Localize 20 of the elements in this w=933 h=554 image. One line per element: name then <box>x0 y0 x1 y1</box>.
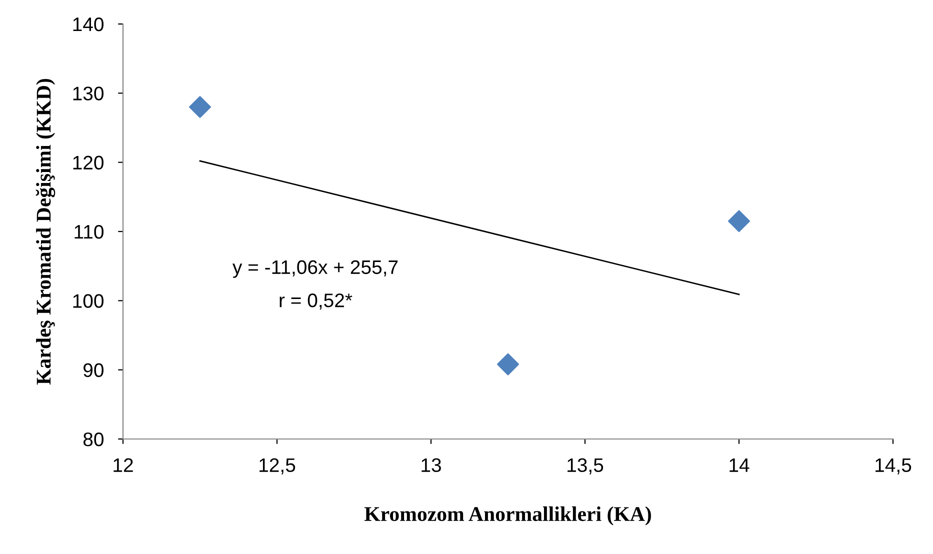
point <box>497 353 519 376</box>
x-tick-label: 13,5 <box>568 458 604 474</box>
x-tick-label: 12 <box>114 458 133 472</box>
y-tick-label: 130 <box>73 86 104 100</box>
x-tick-label: 12,5 <box>260 458 296 474</box>
point <box>189 96 211 118</box>
y-tick-label: 140 <box>73 17 104 32</box>
y-tick-label: 80 <box>83 432 104 446</box>
y-tick-label: 90 <box>84 363 104 378</box>
x-tick-label: 13 <box>422 458 441 472</box>
x-tick-label: 14,5 <box>876 458 912 474</box>
x-axis-title: Kromozom Anormallikleri (KA) <box>364 506 651 526</box>
annotation: r = 0,52* <box>280 294 352 310</box>
point <box>728 210 750 232</box>
x-tick-label: 14 <box>730 458 750 472</box>
y-tick-label: 100 <box>73 294 104 308</box>
y-axis-title: Kardeş Kromatid Değişimi (KKD) <box>36 78 56 385</box>
y-tick-label: 110 <box>74 224 104 239</box>
y-tick-label: 120 <box>73 156 104 170</box>
annotation: y = -11,06x + 255,7 <box>232 260 398 278</box>
